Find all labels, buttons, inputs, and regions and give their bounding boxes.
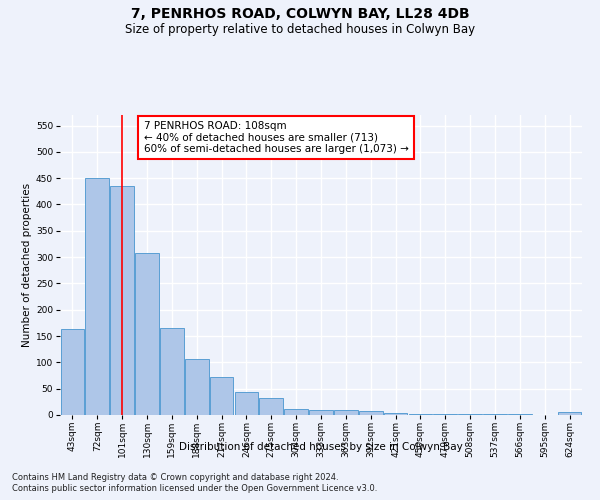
Bar — [433, 414, 457, 415]
Text: Contains public sector information licensed under the Open Government Licence v3: Contains public sector information licen… — [12, 484, 377, 493]
Bar — [61, 329, 84, 415]
Y-axis label: Number of detached properties: Number of detached properties — [22, 183, 32, 347]
Bar — [508, 414, 532, 415]
Bar — [210, 377, 233, 415]
Bar — [259, 398, 283, 415]
Text: 7 PENRHOS ROAD: 108sqm
← 40% of detached houses are smaller (713)
60% of semi-de: 7 PENRHOS ROAD: 108sqm ← 40% of detached… — [143, 121, 409, 154]
Text: Distribution of detached houses by size in Colwyn Bay: Distribution of detached houses by size … — [179, 442, 463, 452]
Bar — [284, 409, 308, 415]
Bar — [483, 414, 507, 415]
Text: 7, PENRHOS ROAD, COLWYN BAY, LL28 4DB: 7, PENRHOS ROAD, COLWYN BAY, LL28 4DB — [131, 8, 469, 22]
Text: Contains HM Land Registry data © Crown copyright and database right 2024.: Contains HM Land Registry data © Crown c… — [12, 472, 338, 482]
Bar — [85, 178, 109, 415]
Bar — [309, 410, 333, 415]
Bar — [458, 414, 482, 415]
Bar — [110, 186, 134, 415]
Bar — [384, 414, 407, 415]
Bar — [160, 328, 184, 415]
Bar — [334, 410, 358, 415]
Bar — [409, 414, 432, 415]
Bar — [185, 359, 209, 415]
Bar — [135, 254, 159, 415]
Text: Size of property relative to detached houses in Colwyn Bay: Size of property relative to detached ho… — [125, 22, 475, 36]
Bar — [558, 412, 581, 415]
Bar — [235, 392, 258, 415]
Bar — [359, 412, 383, 415]
